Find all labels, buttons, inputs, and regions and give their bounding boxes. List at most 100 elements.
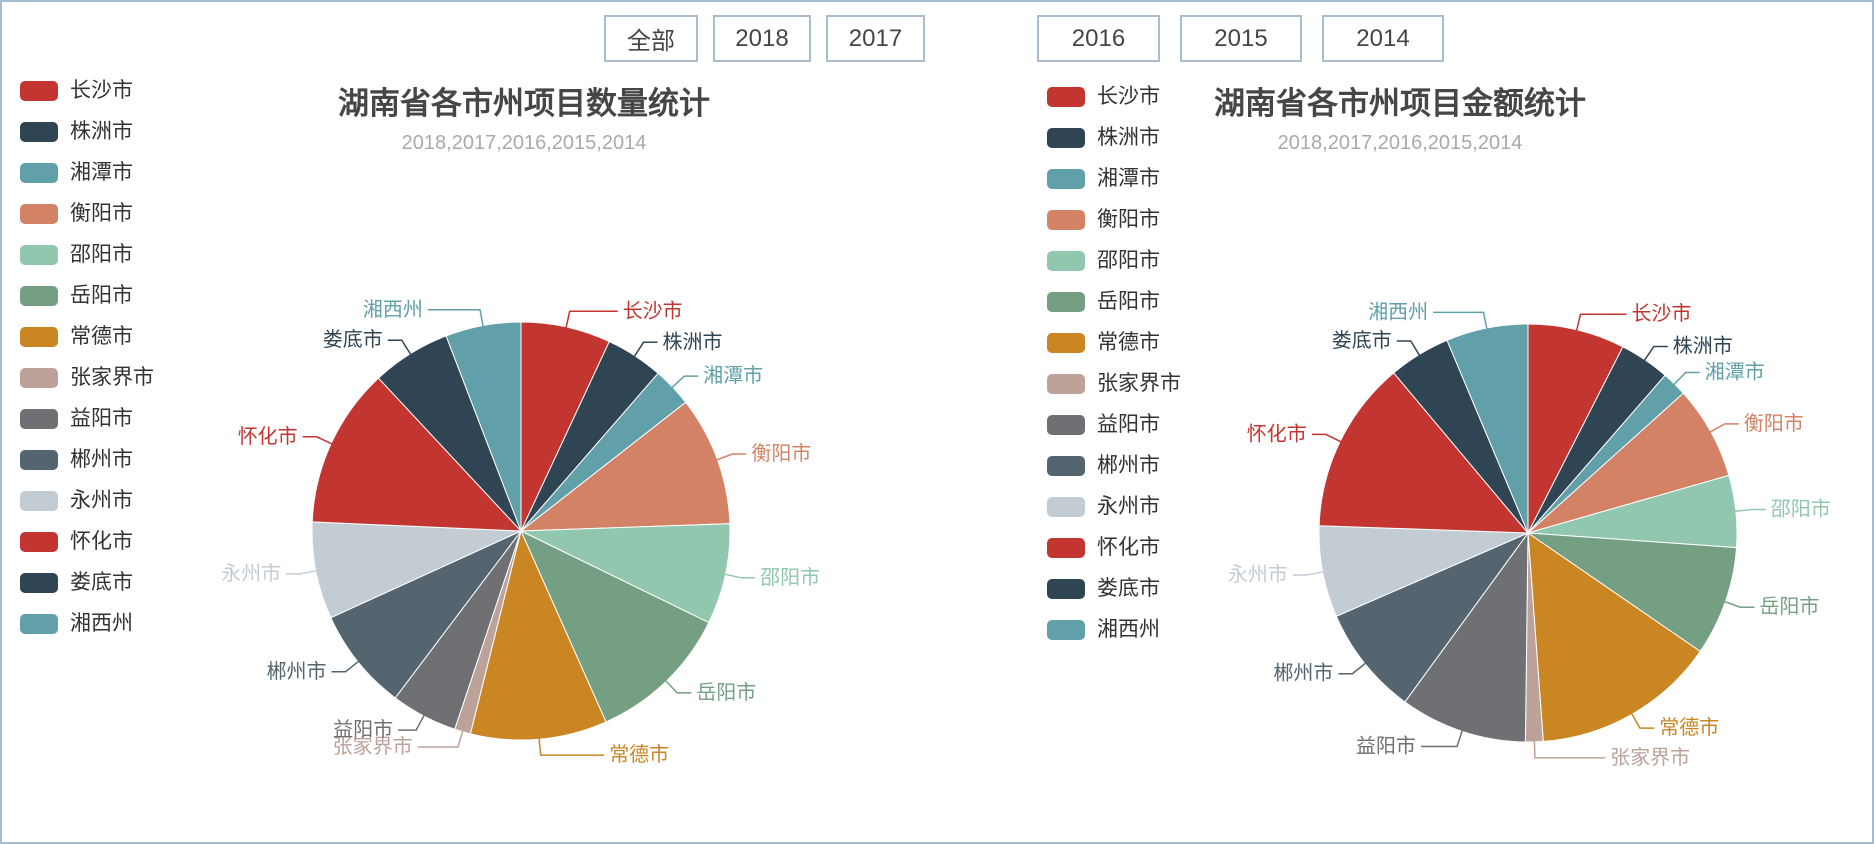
- legend-item-13[interactable]: 湘西州: [20, 613, 154, 634]
- slice-label-line: [331, 660, 360, 673]
- legend-item-6[interactable]: 常德市: [20, 326, 154, 347]
- slice-label-line: [398, 714, 425, 731]
- slice-label-line: [724, 573, 756, 579]
- legend-item-12[interactable]: 娄底市: [1047, 578, 1181, 599]
- slice-label-line: [1420, 730, 1464, 748]
- filter-button-all[interactable]: 全部: [604, 15, 698, 62]
- slice-label-永州市: 永州市: [1228, 563, 1288, 586]
- legend-item-10[interactable]: 永州市: [20, 490, 154, 511]
- slice-label-怀化市: 怀化市: [238, 425, 298, 448]
- legend-item-1[interactable]: 株洲市: [1047, 127, 1181, 148]
- legend-item-4[interactable]: 邵阳市: [20, 244, 154, 265]
- slice-label-长沙市: 长沙市: [1632, 302, 1692, 325]
- legend-label: 长沙市: [1097, 85, 1160, 108]
- slice-label-line: [671, 375, 699, 389]
- filter-button-2018[interactable]: 2018: [713, 15, 811, 62]
- legend-item-2[interactable]: 湘潭市: [20, 162, 154, 183]
- legend-label: 永州市: [1097, 495, 1160, 518]
- chart-legend: 长沙市株洲市湘潭市衡阳市邵阳市岳阳市常德市张家界市益阳市郴州市永州市怀化市娄底市…: [20, 80, 154, 654]
- slice-label-line: [1396, 340, 1421, 356]
- legend-label: 郴州市: [1097, 454, 1160, 477]
- slice-label-邵阳市: 邵阳市: [1771, 498, 1831, 521]
- slice-label-益阳市: 益阳市: [333, 718, 393, 741]
- legend-item-11[interactable]: 怀化市: [20, 531, 154, 552]
- legend-label: 邵阳市: [70, 243, 133, 266]
- slice-label-line: [565, 310, 618, 329]
- legend-item-6[interactable]: 常德市: [1047, 332, 1181, 353]
- slice-label-line: [664, 680, 692, 694]
- filter-button-2015[interactable]: 2015: [1180, 15, 1302, 62]
- slice-label-line: [427, 309, 484, 327]
- legend-item-5[interactable]: 岳阳市: [1047, 291, 1181, 312]
- legend-item-8[interactable]: 益阳市: [1047, 414, 1181, 435]
- legend-item-2[interactable]: 湘潭市: [1047, 168, 1181, 189]
- legend-item-7[interactable]: 张家界市: [20, 367, 154, 388]
- legend-swatch-icon: [20, 80, 58, 101]
- slice-label-株洲市: 株洲市: [663, 330, 723, 353]
- legend-item-7[interactable]: 张家界市: [1047, 373, 1181, 394]
- legend-swatch-icon: [20, 449, 58, 470]
- legend-item-12[interactable]: 娄底市: [20, 572, 154, 593]
- legend-label: 娄底市: [1097, 577, 1160, 600]
- slice-label-line: [1433, 311, 1488, 330]
- legend-item-9[interactable]: 郴州市: [1047, 455, 1181, 476]
- filter-button-2016[interactable]: 2016: [1037, 15, 1160, 62]
- legend-swatch-icon: [1047, 373, 1085, 394]
- legend-swatch-icon: [20, 326, 58, 347]
- chart-title: 湖南省各市州项目金额统计: [1214, 86, 1586, 121]
- slice-label-永州市: 永州市: [221, 562, 281, 585]
- legend-label: 怀化市: [70, 530, 133, 553]
- legend-label: 张家界市: [1097, 372, 1181, 395]
- legend-swatch-icon: [20, 572, 58, 593]
- legend-label: 株洲市: [1097, 126, 1160, 149]
- slice-label-娄底市: 娄底市: [1332, 329, 1392, 352]
- slice-label-怀化市: 怀化市: [1247, 422, 1307, 445]
- slice-label-郴州市: 郴州市: [1273, 662, 1333, 685]
- legend-swatch-icon: [20, 162, 58, 183]
- legend-item-8[interactable]: 益阳市: [20, 408, 154, 429]
- legend-swatch-icon: [20, 408, 58, 429]
- legend-label: 衡阳市: [1097, 208, 1160, 231]
- legend-item-5[interactable]: 岳阳市: [20, 285, 154, 306]
- slice-label-line: [1533, 740, 1606, 759]
- legend-item-1[interactable]: 株洲市: [20, 121, 154, 142]
- slice-label-湘西州: 湘西州: [1368, 300, 1428, 323]
- legend-label: 永州市: [70, 489, 133, 512]
- slice-label-line: [633, 341, 658, 358]
- legend-label: 郴州市: [70, 448, 133, 471]
- legend-swatch-icon: [1047, 291, 1085, 312]
- legend-swatch-icon: [1047, 496, 1085, 517]
- legend-item-13[interactable]: 湘西州: [1047, 619, 1181, 640]
- legend-item-0[interactable]: 长沙市: [1047, 86, 1181, 107]
- slice-label-line: [1734, 508, 1766, 513]
- legend-swatch-icon: [20, 244, 58, 265]
- slice-label-常德市: 常德市: [1659, 716, 1719, 739]
- legend-item-3[interactable]: 衡阳市: [1047, 209, 1181, 230]
- slice-label-line: [1643, 345, 1668, 362]
- legend-swatch-icon: [1047, 619, 1085, 640]
- slice-label-line: [1630, 713, 1655, 729]
- slice-label-邵阳市: 邵阳市: [760, 566, 820, 589]
- legend-swatch-icon: [1047, 332, 1085, 353]
- legend-label: 岳阳市: [1097, 290, 1160, 313]
- legend-item-10[interactable]: 永州市: [1047, 496, 1181, 517]
- legend-label: 常德市: [70, 325, 133, 348]
- legend-label: 益阳市: [1097, 413, 1160, 436]
- filter-button-2014[interactable]: 2014: [1322, 15, 1444, 62]
- legend-swatch-icon: [20, 367, 58, 388]
- filter-button-2017[interactable]: 2017: [826, 15, 925, 62]
- chart-header: 湖南省各市州项目数量统计 2018,2017,2016,2015,2014: [338, 78, 710, 155]
- slice-label-line: [538, 738, 605, 756]
- slice-label-line: [1724, 600, 1755, 608]
- slice-label-line: [1673, 371, 1700, 386]
- legend-item-0[interactable]: 长沙市: [20, 80, 154, 101]
- legend-item-9[interactable]: 郴州市: [20, 449, 154, 470]
- slice-label-line: [1292, 571, 1324, 576]
- legend-item-11[interactable]: 怀化市: [1047, 537, 1181, 558]
- slice-label-张家界市: 张家界市: [1610, 746, 1690, 769]
- legend-item-3[interactable]: 衡阳市: [20, 203, 154, 224]
- legend-item-4[interactable]: 邵阳市: [1047, 250, 1181, 271]
